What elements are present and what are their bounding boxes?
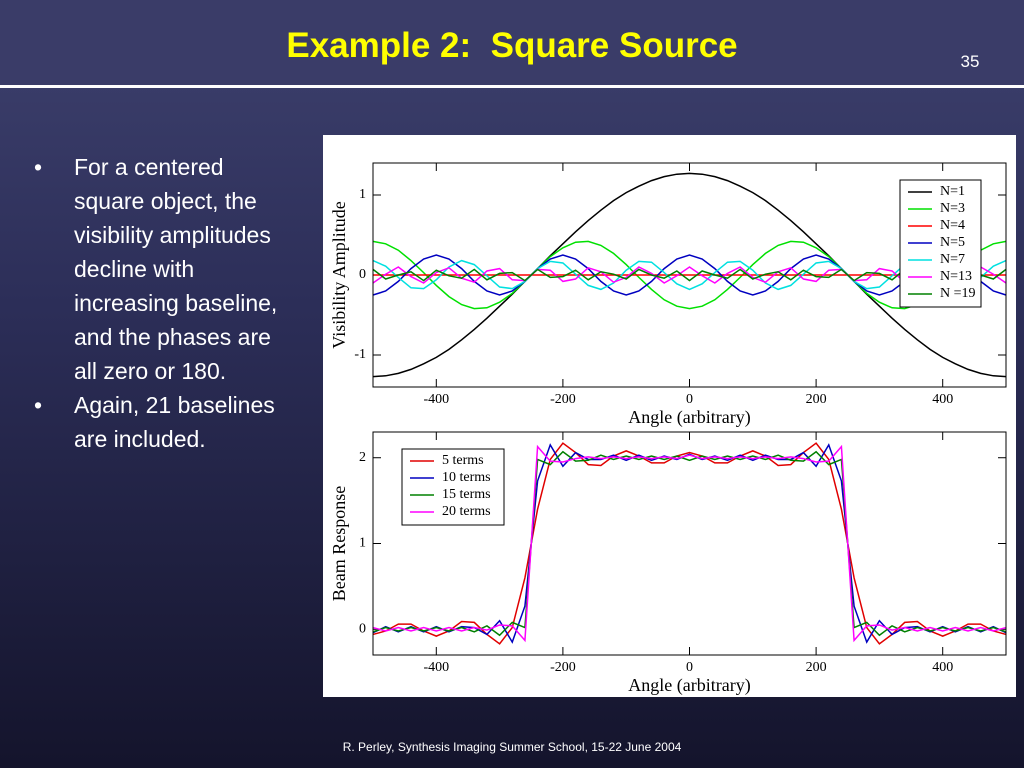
legend-label: 10 terms	[442, 470, 491, 485]
y-tick-label: 0	[359, 621, 366, 636]
x-tick-label: 0	[686, 392, 693, 407]
slide-title: Example 2: Square Source	[286, 26, 738, 65]
series-line	[372, 450, 1007, 637]
legend-label: N=5	[940, 235, 965, 250]
bullet-list: For a centered square object, the visibi…	[30, 150, 300, 456]
x-tick-label: -200	[550, 660, 576, 675]
x-tick-label: -200	[550, 392, 576, 407]
page-number: 35	[960, 52, 980, 71]
x-tick-label: 200	[806, 660, 827, 675]
legend-label: N=4	[940, 218, 965, 233]
plot-frame	[372, 431, 1007, 656]
series-line	[372, 442, 1007, 645]
legend-label: 5 terms	[442, 453, 484, 468]
y-tick-label: 2	[359, 450, 366, 465]
series-line	[372, 444, 1007, 643]
footer: R. Perley, Synthesis Imaging Summer Scho…	[342, 740, 682, 754]
y-tick-label: -1	[354, 347, 366, 362]
y-tick-label: 1	[359, 187, 366, 202]
legend-label: N =19	[940, 286, 976, 301]
legend-label: N=7	[940, 252, 965, 267]
x-tick-label: 400	[932, 392, 953, 407]
x-tick-label: 0	[686, 660, 693, 675]
legend-label: N=1	[940, 184, 965, 199]
x-axis-label: Angle (arbitrary)	[628, 675, 750, 696]
bullet: For a centered square object, the visibi…	[30, 150, 300, 388]
legend-label: N=13	[940, 269, 972, 284]
y-axis-label: Beam Response	[329, 486, 349, 601]
bullet: Again, 21 baselines are included.	[30, 388, 300, 456]
x-axis-label: Angle (arbitrary)	[628, 407, 750, 428]
legend-label: 15 terms	[442, 487, 491, 502]
x-tick-label: -400	[423, 392, 449, 407]
legend-label: 20 terms	[442, 504, 491, 519]
y-tick-label: 1	[359, 536, 366, 551]
x-tick-label: 200	[806, 392, 827, 407]
legend-label: N=3	[940, 201, 965, 216]
header-band	[0, 0, 1024, 88]
x-tick-label: 400	[932, 660, 953, 675]
y-axis-label: Visibility Amplitude	[329, 201, 349, 348]
plot-frame	[372, 162, 1007, 388]
series-line	[372, 240, 1007, 310]
series-line	[372, 172, 1007, 378]
y-tick-label: 0	[359, 267, 366, 282]
x-tick-label: -400	[423, 660, 449, 675]
